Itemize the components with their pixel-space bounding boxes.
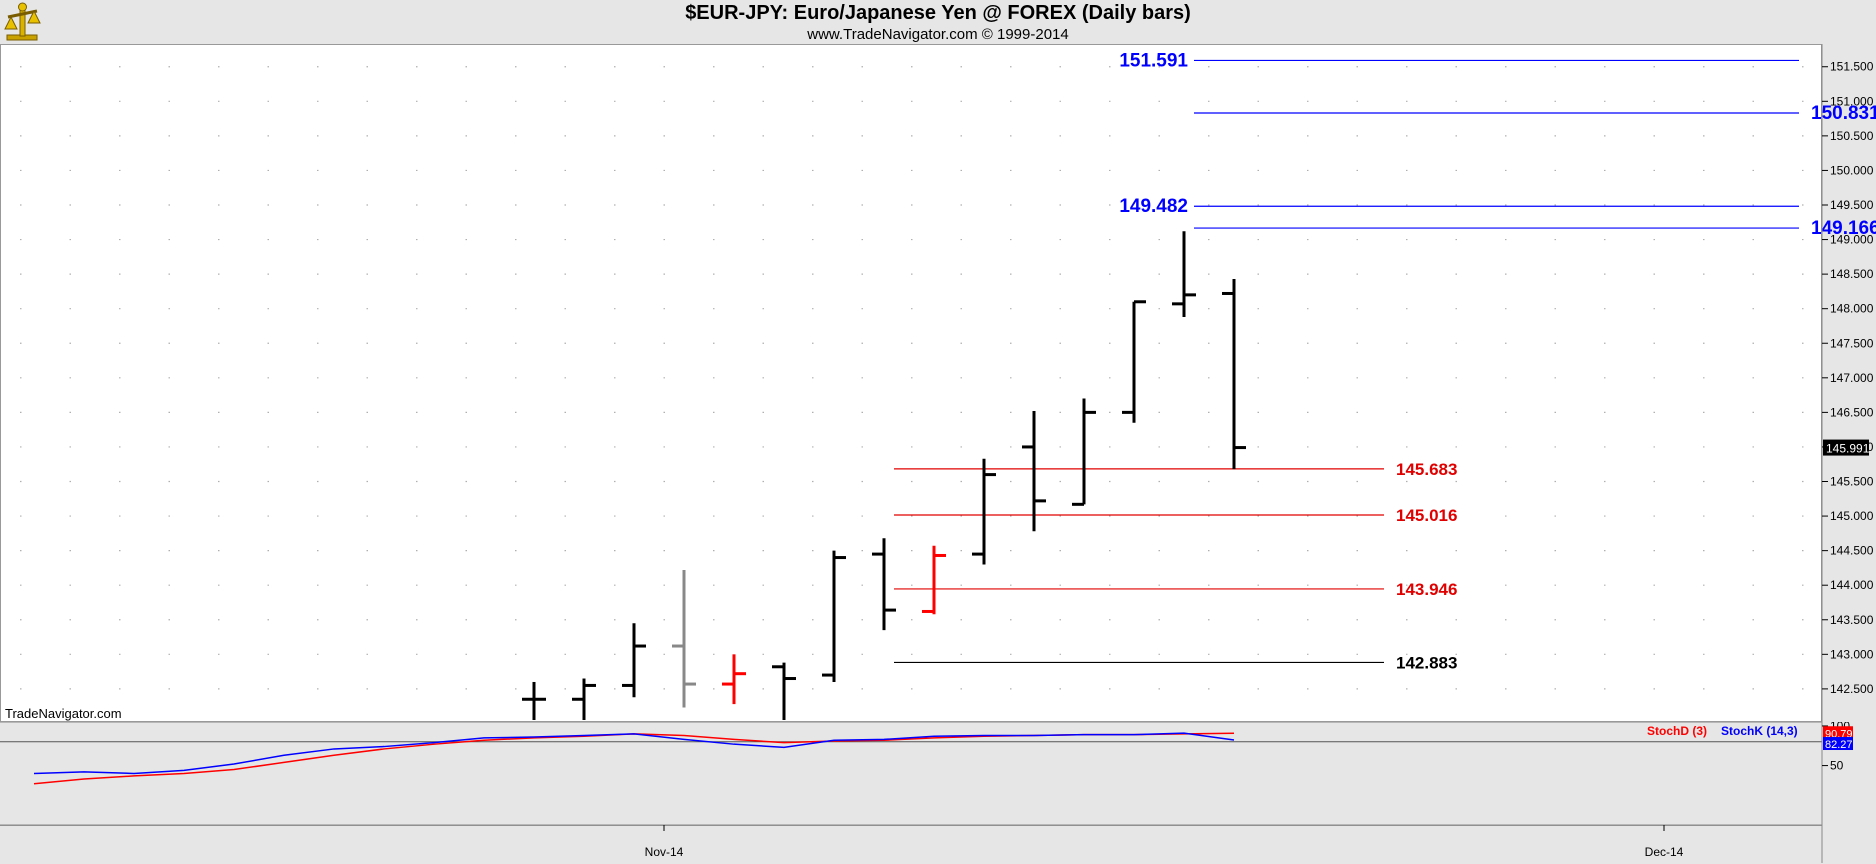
stoch-tick-label: 50: [1830, 759, 1844, 773]
stoch-series-line: [33, 732, 1235, 775]
legend-stochd: StochD (3): [1647, 724, 1707, 738]
ohlc-bar: [872, 538, 896, 631]
y-tick-label: 146.500: [1830, 405, 1874, 419]
y-tick-label: 148.000: [1830, 302, 1874, 316]
stoch-lines: StochD (3) StochK (14,3): [33, 724, 1798, 785]
y-tick-label: 149.500: [1830, 198, 1874, 212]
stochk-last-label: 82.27: [1825, 739, 1853, 751]
price-chart[interactable]: 151.591 150.831 149.482 149.166 145.683 145.0…: [0, 44, 1876, 722]
price-bars: [522, 231, 1246, 720]
level-label: 145.016: [1396, 506, 1457, 525]
ohlc-bar: [1072, 398, 1096, 506]
date-label: Nov-14: [645, 845, 684, 859]
price-grid: [20, 66, 1815, 690]
y-tick-label: 147.500: [1830, 336, 1874, 350]
ohlc-bar: [1222, 278, 1246, 470]
y-tick-label: 144.500: [1830, 544, 1874, 558]
y-tick-label: 148.500: [1830, 267, 1874, 281]
y-tick-label: 145.500: [1830, 475, 1874, 489]
level-label: 145.683: [1396, 460, 1457, 479]
ohlc-bar: [772, 662, 796, 720]
watermark: TradeNavigator.com: [5, 706, 122, 721]
last-price-box: [1823, 439, 1869, 456]
level-label: 151.591: [1119, 50, 1188, 71]
ohlc-bar: [1122, 300, 1146, 423]
ohlc-bar: [972, 458, 996, 565]
level-label: 149.482: [1119, 196, 1188, 217]
chart-subtitle: www.TradeNavigator.com © 1999-2014: [807, 26, 1069, 43]
ohlc-bar: [522, 681, 546, 720]
y-tick-label: 151.000: [1830, 94, 1874, 108]
date-axis: Nov-14 Dec-14: [645, 825, 1684, 859]
ohlc-bar: [1022, 410, 1046, 532]
level-label: 149.166: [1811, 218, 1876, 239]
date-label: Dec-14: [1645, 845, 1684, 859]
y-tick-label: 143.000: [1830, 647, 1874, 661]
last-price-label: 145.991: [1826, 442, 1870, 456]
stoch-grid: [0, 722, 1822, 826]
chart-panel: [0, 44, 1822, 722]
ohlc-bar: [622, 623, 646, 698]
level-label: 150.831: [1811, 103, 1876, 124]
ohlc-bar: [572, 678, 596, 720]
price-levels: 151.591 150.831 149.482 149.166 145.683 145.0…: [894, 50, 1876, 672]
level-label: 143.946: [1396, 580, 1457, 599]
stochd-last-box: [1823, 726, 1853, 741]
y-tick-label: 143.500: [1830, 613, 1874, 627]
stochk-last-box: [1823, 737, 1853, 751]
trade-navigator-logo: [3, 1, 43, 43]
level-label: 142.883: [1396, 653, 1457, 672]
y-tick-label: 150.500: [1830, 129, 1874, 143]
y-tick-label: 149.000: [1830, 233, 1874, 247]
ohlc-bar: [722, 654, 746, 705]
y-tick-label: 142.500: [1830, 682, 1874, 696]
legend-stochk: StochK (14,3): [1721, 724, 1798, 738]
y-tick-label: 145.000: [1830, 509, 1874, 523]
ohlc-bar: [922, 545, 946, 615]
price-axis: 151.500 151.000 150.500 150.000 149.500 149.0…: [1821, 44, 1874, 722]
ohlc-bar: [822, 550, 846, 682]
chart-title: $EUR-JPY: Euro/Japanese Yen @ FOREX (Dai…: [685, 2, 1191, 24]
stoch-series-line: [33, 732, 1235, 785]
y-tick-label: 144.000: [1830, 578, 1874, 592]
ohlc-bar: [1172, 231, 1196, 317]
ohlc-bar: [672, 569, 696, 708]
y-tick-label: 150.000: [1830, 163, 1874, 177]
y-tick-label: 151.500: [1830, 60, 1874, 74]
y-tick-label: 147.000: [1830, 371, 1874, 385]
